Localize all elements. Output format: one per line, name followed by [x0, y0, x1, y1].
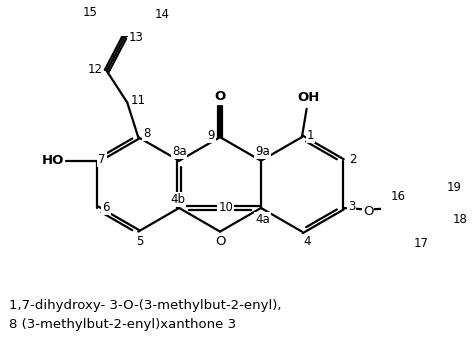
Text: 15: 15	[82, 6, 98, 19]
Text: O: O	[363, 205, 374, 218]
Text: 4a: 4a	[255, 212, 270, 225]
Text: 10: 10	[219, 202, 233, 214]
Text: 18: 18	[453, 212, 467, 225]
Text: 7: 7	[98, 153, 106, 166]
Text: 9: 9	[208, 129, 215, 142]
Text: 12: 12	[87, 63, 102, 76]
Text: 8: 8	[143, 128, 151, 140]
Text: 3: 3	[348, 200, 356, 213]
Text: 8a: 8a	[172, 145, 186, 158]
Text: 8 (3-methylbut-2-enyl)xanthone 3: 8 (3-methylbut-2-enyl)xanthone 3	[9, 318, 236, 331]
Text: 4: 4	[303, 235, 310, 248]
Text: 1: 1	[307, 129, 314, 142]
Text: HO: HO	[41, 154, 64, 167]
Text: 19: 19	[447, 181, 462, 194]
Text: 14: 14	[155, 8, 169, 21]
Text: 1,7-dihydroxy- 3-O-(3-methylbut-2-enyl),: 1,7-dihydroxy- 3-O-(3-methylbut-2-enyl),	[9, 299, 282, 312]
Text: 13: 13	[128, 31, 144, 44]
Text: 4b: 4b	[170, 193, 185, 206]
Text: 2: 2	[349, 153, 356, 166]
Text: 16: 16	[391, 191, 405, 204]
Text: 5: 5	[136, 235, 144, 248]
Text: O: O	[215, 235, 225, 248]
Text: 17: 17	[414, 237, 429, 250]
Text: OH: OH	[297, 91, 319, 104]
Text: 11: 11	[131, 94, 146, 107]
Text: O: O	[214, 90, 226, 103]
Text: 9a: 9a	[255, 145, 270, 158]
Text: 6: 6	[102, 202, 110, 214]
